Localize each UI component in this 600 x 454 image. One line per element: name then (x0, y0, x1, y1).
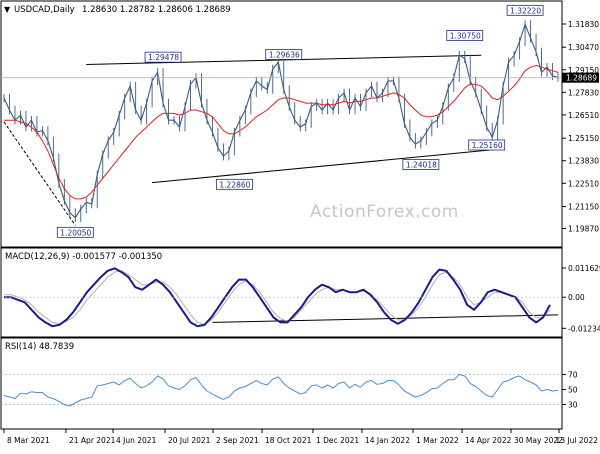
x-tick-label: 1 Dec 2021 (316, 436, 359, 445)
macd-signal-line (4, 270, 551, 326)
price-annotation-label: 1.24018 (406, 160, 437, 169)
price-annotation-box (446, 30, 484, 41)
price-line (3, 23, 559, 219)
price-trendline-3 (3, 121, 76, 226)
symbol-label: USDCAD,Daily (14, 5, 75, 15)
price-annotation-label: 1.30750 (450, 31, 481, 40)
x-tick-label: 8 Mar 2021 (7, 436, 50, 445)
price-y-tick-label: 1.21150 (568, 203, 599, 212)
price-trendline-2 (152, 148, 498, 184)
price-y-tick-label: 1.23830 (568, 157, 599, 166)
price-y-tick-label: 1.26510 (568, 111, 599, 120)
x-tick-label: 30 May 2022 (514, 436, 563, 445)
ohlc-readout: 1.28630 1.28782 1.28606 1.28689 (82, 5, 231, 15)
price-annotation-label: 1.32220 (510, 6, 541, 15)
price-y-tick-label: 1.19870 (568, 224, 599, 233)
price-panel-frame (0, 0, 563, 248)
current-price-label: 1.28689 (566, 74, 597, 83)
rsi-line (3, 374, 559, 407)
dropdown-arrow-icon[interactable]: ▼ (4, 5, 11, 14)
price-y-tick-label: 1.29150 (568, 66, 599, 75)
x-tick-label: 14 Apr 2022 (465, 436, 512, 445)
price-annotation-label: 1.20050 (60, 228, 91, 237)
x-tick-label: 2 Sep 2021 (216, 436, 259, 445)
x-tick-label: 21 Apr 2021 (69, 436, 116, 445)
price-annotation-box (506, 4, 544, 16)
price-annotation-label: 1.29636 (269, 50, 300, 59)
price-annotation-box (144, 51, 182, 63)
macd-trendline-1 (212, 314, 559, 323)
price-annotation-label: 1.29478 (148, 53, 179, 62)
rsi-label: RSI(14) 48.7839 (5, 342, 74, 352)
rsi-y-tick-label: 30 (568, 401, 578, 410)
rsi-panel-frame (0, 337, 563, 430)
rsi-y-tick-label: 50 (568, 386, 578, 395)
rsi-y-tick-label: 70 (568, 371, 578, 380)
x-tick-label: 14 Jan 2022 (365, 436, 410, 445)
price-annotation-box (215, 178, 253, 190)
price-annotation-box (265, 49, 303, 60)
price-y-tick-label: 1.30470 (568, 43, 599, 52)
price-y-tick-label: 1.25150 (568, 134, 599, 143)
price-y-tick-label: 1.31830 (568, 20, 599, 29)
price-annotation-box (402, 159, 440, 170)
price-annotation-box (468, 139, 506, 151)
x-tick-label: 13 Jul 2022 (556, 436, 599, 445)
watermark-text: ActionForex.com (310, 202, 459, 222)
macd-y-tick-label: 0.011629 (568, 264, 600, 273)
price-y-tick-label: 1.27830 (568, 88, 599, 97)
current-price-tag (562, 72, 599, 83)
price-annotation-box (56, 226, 94, 238)
macd-y-tick-label: 0.00 (568, 293, 585, 302)
macd-line (4, 267, 551, 328)
macd-y-tick-label: -0.012348 (568, 324, 600, 333)
price-y-tick-label: 1.22510 (568, 179, 599, 188)
x-tick-label: 18 Oct 2021 (265, 436, 312, 445)
price-annotation-label: 1.25160 (472, 141, 503, 150)
macd-label: MACD(12,26,9) -0.001577 -0.001350 (5, 252, 162, 262)
x-tick-label: 20 Jul 2021 (168, 436, 211, 445)
moving-average-line (4, 65, 559, 200)
x-tick-label: 4 Jun 2021 (116, 436, 157, 445)
price-annotation-label: 1.22860 (219, 180, 250, 189)
x-tick-label: 1 Mar 2022 (416, 436, 459, 445)
